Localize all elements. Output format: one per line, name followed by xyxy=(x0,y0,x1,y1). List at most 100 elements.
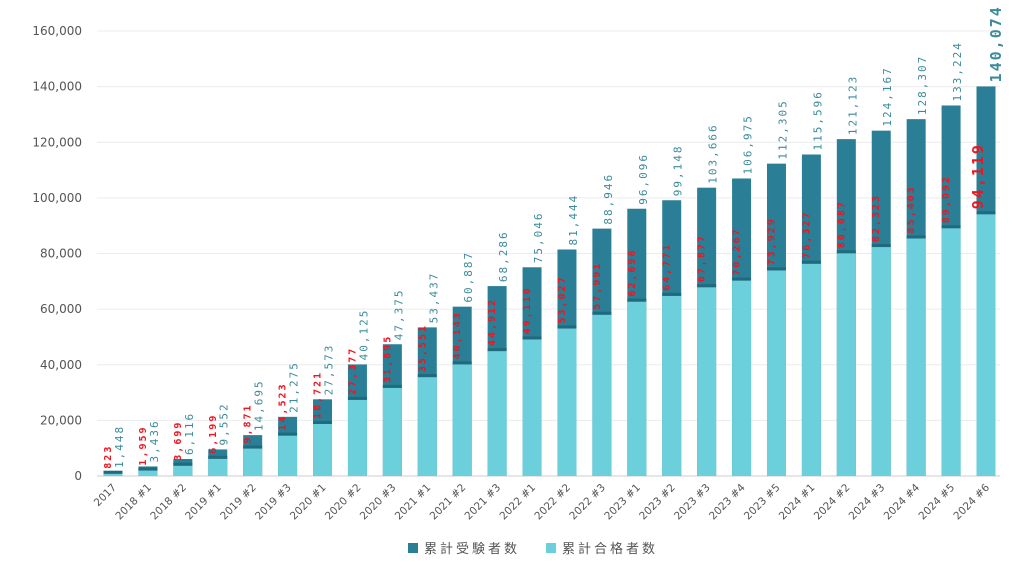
y-tick-label: 40,000 xyxy=(40,358,82,372)
x-tick-label: 2018 #2 xyxy=(148,482,189,523)
examinees-label: 128,307 xyxy=(916,55,929,115)
bar-passers-cap xyxy=(522,336,542,340)
examinees-label: 96,096 xyxy=(637,153,650,205)
bar-passers-cap xyxy=(138,467,158,471)
examinees-label: 103,666 xyxy=(707,123,720,183)
y-tick-label: 140,000 xyxy=(32,80,82,94)
bar-passers xyxy=(522,339,542,476)
bar-passers xyxy=(697,287,717,476)
bar-passers xyxy=(976,214,996,476)
examinees-label: 53,437 xyxy=(427,272,440,324)
legend: 累計受験者数 累計合格者数 xyxy=(408,541,658,557)
bar-passers-cap xyxy=(906,235,926,239)
examinees-label: 124,167 xyxy=(881,66,894,126)
passers-label: 76,327 xyxy=(801,211,812,259)
y-tick-label: 60,000 xyxy=(40,302,82,316)
bar-passers xyxy=(801,263,821,476)
x-tick-label: 2017 xyxy=(92,482,119,509)
examinees-label: 106,975 xyxy=(742,114,755,174)
bar-passers xyxy=(836,253,856,476)
passers-label: 14,523 xyxy=(278,382,289,430)
bar-passers-cap xyxy=(103,470,123,474)
x-tick-label: 2024 #1 xyxy=(777,482,818,523)
bar-passers-cap xyxy=(592,311,612,315)
bar-passers xyxy=(941,228,961,476)
bar-passers xyxy=(417,377,437,476)
examinees-label: 60,887 xyxy=(462,251,475,303)
passers-label: 80,087 xyxy=(836,200,847,248)
legend-label-examinees: 累計受験者数 xyxy=(424,541,520,557)
examinees-label: 14,695 xyxy=(253,379,266,431)
bar-passers xyxy=(557,328,577,476)
bar-passers-cap xyxy=(941,225,961,229)
passers-label: 57,991 xyxy=(592,262,603,310)
bar-passers-cap xyxy=(417,374,437,378)
x-tick-label: 2024 #4 xyxy=(882,481,923,522)
x-tick-label: 2024 #2 xyxy=(812,482,853,523)
bar-passers-cap xyxy=(173,462,193,466)
x-tick-label: 2020 #2 xyxy=(323,482,364,523)
x-tick-label: 2020 #1 xyxy=(288,482,329,523)
passers-label: 89,092 xyxy=(941,175,952,223)
passers-label: 49,110 xyxy=(522,286,533,334)
passers-label: 18,721 xyxy=(313,371,324,419)
passers-label: 27,377 xyxy=(347,347,358,395)
bar-passers-cap xyxy=(801,260,821,264)
bar-passers-cap xyxy=(313,420,333,424)
passers-label: 35,551 xyxy=(417,324,428,372)
x-tick-label: 2021 #1 xyxy=(393,482,434,523)
x-tick-label: 2019 #2 xyxy=(218,482,259,523)
bar-passers xyxy=(173,465,193,476)
passers-label: 82,323 xyxy=(871,194,882,242)
examinees-label: 27,573 xyxy=(323,344,336,396)
bar-passers-cap xyxy=(627,298,647,302)
passers-label: 3,699 xyxy=(173,421,184,461)
legend-swatch-passers xyxy=(546,543,556,553)
y-tick-label: 100,000 xyxy=(32,191,82,205)
bar-passers xyxy=(592,314,612,476)
examinees-label: 121,123 xyxy=(846,75,859,135)
bar-passers-cap xyxy=(243,445,263,449)
x-tick-label: 2022 #1 xyxy=(497,482,538,523)
examinees-label: 115,596 xyxy=(811,90,824,150)
passers-label: 6,199 xyxy=(208,414,219,454)
x-tick-label: 2019 #3 xyxy=(253,482,294,523)
passers-label: 94,119 xyxy=(969,143,987,209)
x-tick-label: 2019 #1 xyxy=(183,482,224,523)
x-tick-label: 2021 #2 xyxy=(428,482,469,523)
bar-passers xyxy=(627,301,647,476)
x-tick-label: 2023 #3 xyxy=(672,482,713,523)
examinees-label: 1,448 xyxy=(113,425,126,468)
x-tick-label: 2024 #5 xyxy=(917,482,958,523)
x-tick-label: 2023 #1 xyxy=(602,482,643,523)
bar-passers-cap xyxy=(278,432,298,436)
passers-label: 70,267 xyxy=(732,227,743,275)
examinees-label: 81,444 xyxy=(567,194,580,246)
bar-passers xyxy=(766,270,786,476)
x-tick-label: 2018 #1 xyxy=(113,482,154,523)
passers-label: 9,871 xyxy=(243,403,254,443)
passers-label: 73,929 xyxy=(766,217,777,265)
passers-label: 53,027 xyxy=(557,275,568,323)
passers-label: 62,696 xyxy=(627,249,638,297)
x-tick-label: 2024 #3 xyxy=(847,482,888,523)
legend-label-passers: 累計合格者数 xyxy=(562,541,658,557)
x-tick-label: 2022 #3 xyxy=(567,482,608,523)
x-tick-label: 2021 #3 xyxy=(463,482,504,523)
bar-passers-cap xyxy=(208,455,228,459)
examinees-label: 68,286 xyxy=(497,230,510,282)
passers-label: 31,695 xyxy=(382,335,393,383)
examinees-label: 99,148 xyxy=(672,144,685,196)
examinees-label: 88,946 xyxy=(602,173,615,225)
x-tick-label: 2023 #2 xyxy=(637,482,678,523)
examinees-label: 140,074 xyxy=(987,5,1005,82)
y-tick-label: 120,000 xyxy=(32,135,82,149)
bar-passers-cap xyxy=(732,277,752,281)
bar-passers xyxy=(208,458,228,476)
bar-passers xyxy=(906,238,926,476)
bar-passers xyxy=(732,280,752,476)
bar-passers-cap xyxy=(452,361,472,365)
examinees-label: 6,116 xyxy=(183,412,196,455)
bar-passers xyxy=(382,387,402,476)
examinees-label: 47,375 xyxy=(392,288,405,340)
